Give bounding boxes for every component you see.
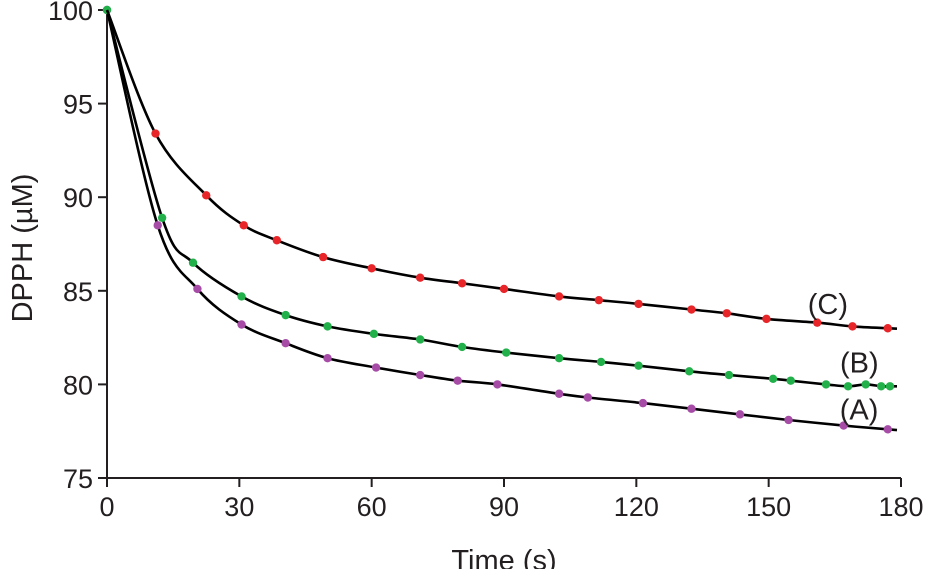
data-point	[415, 370, 425, 380]
data-point	[876, 382, 886, 391]
series-label: (A)	[840, 394, 879, 426]
labels-layer: (A) (B) (C)	[808, 289, 879, 426]
data-point	[281, 339, 290, 348]
x-tick-label: 180	[878, 492, 923, 522]
data-point	[457, 279, 467, 288]
data-point	[848, 322, 857, 331]
data-point	[369, 329, 379, 339]
data-point	[885, 382, 895, 391]
x-tick-label: 30	[224, 492, 254, 522]
data-point	[594, 295, 604, 305]
data-point	[153, 221, 162, 230]
data-point	[151, 129, 160, 138]
x-tick-label: 60	[357, 492, 387, 522]
data-point	[735, 410, 745, 419]
data-point	[843, 382, 853, 391]
x-axis-title: Time (s)	[451, 545, 556, 569]
series-curve	[105, 9, 898, 432]
data-point	[554, 292, 564, 301]
axes: 75 80 85 90 95 100 0 30 60 90 120 150 180 DPPH (µM) Ti…	[7, 0, 924, 574]
data-point	[724, 370, 734, 380]
data-point	[687, 305, 696, 314]
data-point	[371, 363, 381, 372]
data-point	[415, 273, 425, 282]
data-point	[453, 376, 462, 385]
data-point	[839, 421, 848, 430]
data-point	[323, 353, 332, 363]
series-layer	[102, 5, 898, 434]
data-point	[502, 348, 511, 357]
y-tick-label: 100	[48, 0, 93, 26]
data-point	[786, 376, 795, 385]
data-point	[499, 284, 509, 294]
data-point	[188, 258, 198, 267]
x-tick-label: 150	[746, 492, 791, 522]
x-tick-label: 120	[614, 492, 659, 522]
series-curve	[105, 9, 897, 388]
data-point	[193, 284, 202, 294]
y-tick-label: 90	[63, 183, 93, 213]
series-label: (B)	[840, 347, 879, 379]
data-point	[722, 309, 731, 318]
data-point	[415, 335, 425, 344]
data-point	[784, 415, 793, 425]
data-point	[685, 367, 694, 376]
data-point	[367, 264, 376, 273]
data-point	[237, 320, 246, 329]
data-point	[554, 389, 564, 398]
y-axis-title: DPPH (µM)	[7, 174, 39, 323]
data-point	[861, 380, 870, 389]
data-point	[596, 357, 606, 367]
data-point	[323, 322, 332, 331]
y-tick-label: 80	[63, 370, 93, 400]
series-0	[102, 5, 898, 434]
series-2	[105, 9, 898, 333]
data-point	[821, 380, 831, 389]
y-tick-label: 85	[63, 277, 93, 307]
series-label: (C)	[808, 289, 848, 321]
series-curve	[105, 9, 898, 330]
y-tick-label: 95	[63, 90, 93, 120]
data-point	[812, 318, 822, 327]
y-tick-label: 75	[63, 464, 93, 494]
data-point	[237, 292, 246, 301]
data-point	[762, 314, 771, 324]
data-point	[157, 213, 167, 222]
data-point	[634, 299, 643, 309]
data-point	[554, 353, 564, 363]
data-point	[638, 398, 648, 408]
data-point	[687, 404, 696, 413]
data-point	[202, 191, 211, 200]
x-tick-label: 90	[489, 492, 519, 522]
series-1	[102, 5, 897, 391]
data-point	[583, 393, 593, 402]
data-point	[272, 236, 282, 245]
data-point	[493, 380, 502, 389]
data-point	[281, 310, 290, 320]
data-point	[883, 425, 892, 434]
data-point	[318, 252, 328, 262]
x-tick-label: 0	[99, 492, 114, 522]
data-point	[768, 374, 778, 383]
data-point	[239, 221, 248, 230]
data-point	[883, 324, 892, 333]
data-point	[634, 361, 643, 370]
data-point	[457, 342, 467, 352]
